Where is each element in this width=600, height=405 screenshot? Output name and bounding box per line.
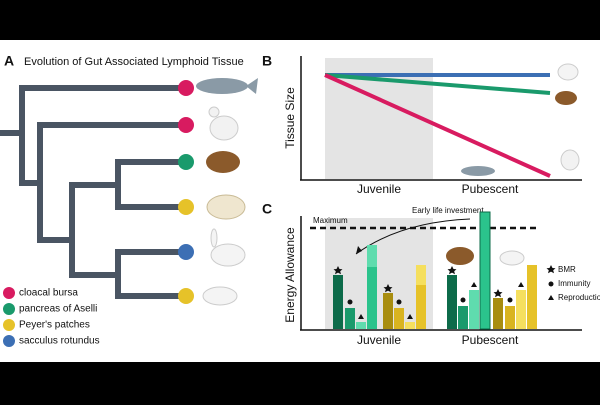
bar-segment <box>367 245 377 267</box>
panel-letter: C <box>262 201 272 217</box>
bar <box>447 275 457 329</box>
annotation: Maximum <box>313 216 348 225</box>
bar <box>333 275 343 329</box>
chicken-icon <box>561 150 579 170</box>
sheep-icon <box>207 195 245 219</box>
y-axis-label: Energy Allowance <box>283 227 297 323</box>
bar <box>345 308 355 329</box>
bar <box>480 212 490 329</box>
bar <box>493 298 503 329</box>
x-tick-label: Pubescent <box>462 182 519 196</box>
mole-icon <box>206 151 240 173</box>
legend-swatch <box>3 303 15 315</box>
bar <box>405 322 415 329</box>
bar <box>394 308 404 329</box>
legend-swatch <box>3 319 15 331</box>
legend-label: sacculus rotundus <box>19 336 100 347</box>
legend-swatch <box>3 287 15 299</box>
legend-label: BMR <box>558 265 576 274</box>
mole-icon <box>446 247 474 265</box>
circle-marker <box>348 300 353 305</box>
bar <box>527 265 537 329</box>
bar <box>458 306 468 329</box>
chicken-icon <box>210 116 238 140</box>
panel-letter: B <box>262 53 272 69</box>
mouse-icon <box>500 251 524 265</box>
circle-marker <box>549 282 554 287</box>
bar-segment <box>416 265 426 285</box>
mouse-icon <box>203 287 237 305</box>
legend-label: cloacal bursa <box>19 288 78 299</box>
panel-letter: A <box>4 53 14 69</box>
circle-marker <box>397 300 402 305</box>
bar <box>383 293 393 329</box>
x-tick-label: Juvenile <box>357 182 401 196</box>
panel-title: Evolution of Gut Associated Lymphoid Tis… <box>24 56 244 68</box>
fish-icon <box>461 166 495 176</box>
rabbit-icon <box>211 229 217 247</box>
y-axis-label: Tissue Size <box>283 87 297 149</box>
leaf-circle <box>178 80 194 96</box>
leaf-circle <box>178 244 194 260</box>
circle-marker <box>508 298 513 303</box>
leaf-circle <box>178 154 194 170</box>
leaf-circle <box>178 288 194 304</box>
leaf-circle <box>178 117 194 133</box>
legend-label: pancreas of Aselli <box>19 304 97 315</box>
bar <box>469 290 479 329</box>
fish-icon <box>196 78 248 94</box>
legend-swatch <box>3 335 15 347</box>
rabbit-icon <box>558 64 578 80</box>
x-tick-label: Pubescent <box>462 333 519 347</box>
bar <box>516 290 526 329</box>
mole-icon <box>555 91 577 105</box>
legend-label: Reproduction <box>558 293 600 302</box>
legend-label: Immunity <box>558 279 590 288</box>
chicken-icon <box>209 107 219 117</box>
annotation: Early life investment <box>412 206 484 215</box>
bar <box>505 306 515 329</box>
leaf-circle <box>178 199 194 215</box>
legend-label: Peyer's patches <box>19 320 90 331</box>
circle-marker <box>461 298 466 303</box>
bar <box>356 322 366 329</box>
x-tick-label: Juvenile <box>357 333 401 347</box>
rabbit-icon <box>211 244 245 266</box>
